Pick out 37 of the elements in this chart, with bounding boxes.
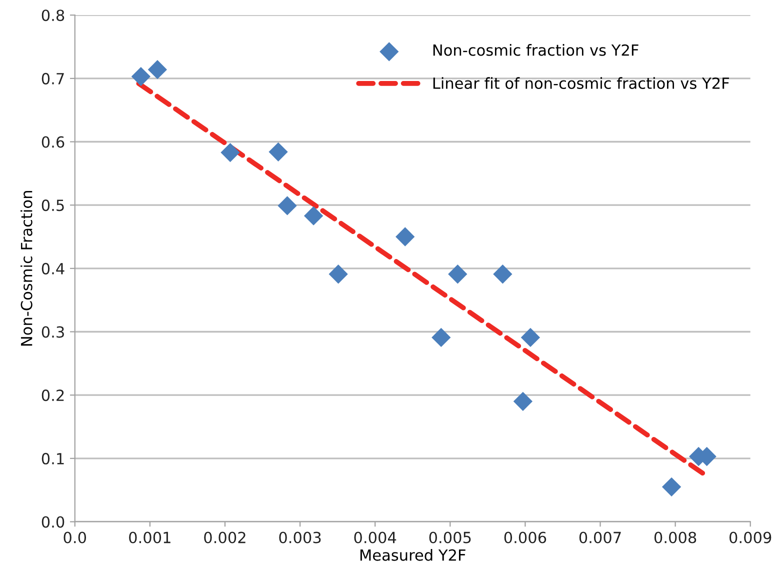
x-tick-label: 0.004 [354, 532, 396, 544]
y-tick-label: 0.3 [42, 326, 64, 338]
y-tick-label: 0.2 [42, 390, 64, 402]
y-tick-label: 0.7 [42, 72, 64, 84]
point [148, 60, 168, 80]
x-tick-label: 0.005 [429, 532, 471, 544]
x-tick-label: 0.001 [129, 532, 170, 544]
x-tick-label: 0.009 [730, 532, 772, 544]
legend-label: Non-cosmic fraction vs Y2F [433, 44, 638, 56]
x-axis-title: Measured Y2F [360, 549, 466, 561]
y-tick-label: 0.5 [42, 200, 64, 212]
point [493, 264, 512, 284]
y-tick-label: 0.4 [42, 262, 64, 274]
y-axis-title: Non-Cosmic Fraction [20, 191, 32, 346]
point [220, 142, 240, 162]
point [520, 328, 540, 348]
point [662, 477, 682, 496]
x-tick-label: 0.006 [504, 532, 546, 544]
y-tick-label: 0.6 [42, 136, 64, 148]
point [513, 392, 533, 411]
point [304, 206, 324, 226]
x-tick-label: 0.002 [204, 532, 246, 544]
x-tick-label: 0.0 [64, 532, 86, 544]
x-tick-label: 0.008 [654, 532, 696, 544]
y-tick-label: 0.8 [42, 10, 64, 22]
point [131, 66, 150, 86]
point [396, 227, 415, 246]
point [328, 264, 348, 284]
y-tick-label: 0.1 [42, 452, 64, 464]
x-tick-label: 0.007 [579, 532, 621, 544]
point [448, 264, 468, 284]
point [432, 328, 451, 348]
x-tick-label: 0.003 [279, 532, 321, 544]
y-tick-label: 0.0 [42, 516, 64, 528]
point [278, 196, 297, 216]
legend-label: Linear fit of non-cosmic fraction vs Y2F [433, 77, 729, 89]
point [268, 142, 288, 162]
